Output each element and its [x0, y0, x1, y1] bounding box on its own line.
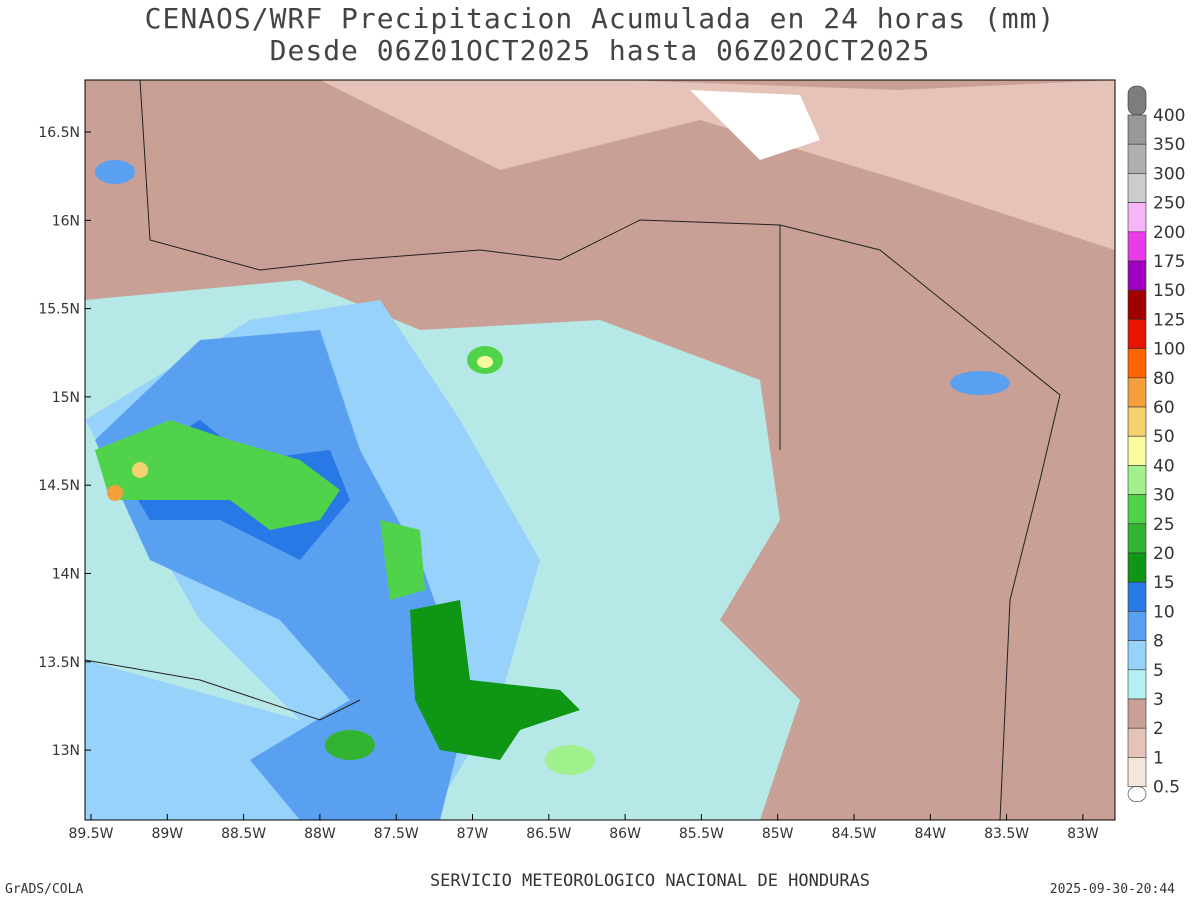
colorbar-segment: [1127, 786, 1147, 802]
colorbar-segment: [1127, 727, 1147, 758]
colorbar-segment: [1127, 173, 1147, 203]
colorbar-label: 3: [1153, 690, 1164, 710]
colorbar-label: 350: [1153, 135, 1185, 155]
x-tick-label: 83.5W: [984, 826, 1029, 842]
colorbar-segment: [1127, 260, 1147, 291]
colorbar-segment: [1127, 406, 1147, 437]
y-tick-label: 16.5N: [38, 125, 80, 141]
colorbar-label: 400: [1153, 106, 1185, 126]
colorbar-label: 200: [1153, 223, 1185, 243]
colorbar-label: 30: [1153, 486, 1175, 506]
colorbar-label: 300: [1153, 164, 1185, 184]
colorbar-label: 1: [1153, 748, 1164, 768]
colorbar-segment: [1127, 611, 1147, 641]
x-tick-label: 87W: [457, 826, 489, 842]
colorbar-label: 40: [1153, 456, 1175, 476]
x-tick-label: 84.5W: [831, 826, 876, 842]
colorbar-segment: [1127, 581, 1147, 612]
colorbar-segment: [1127, 348, 1147, 379]
x-tick-label: 85W: [762, 826, 794, 842]
colorbar-label: 25: [1153, 515, 1175, 535]
colorbar-segment: [1127, 757, 1147, 787]
footer-left: GrADS/COLA: [5, 882, 83, 897]
x-tick-label: 84W: [914, 826, 946, 842]
colorbar-segment: [1127, 640, 1147, 671]
y-tick-label: 13N: [52, 743, 80, 759]
title-line-2: Desde 06Z01OCT2025 hasta 06Z02OCT2025: [270, 34, 931, 67]
y-tick-label: 13.5N: [38, 655, 80, 671]
colorbar-segment: [1127, 552, 1147, 583]
colorbar-label: 175: [1153, 252, 1185, 272]
title-line-1: CENAOS/WRF Precipitacion Acumulada en 24…: [145, 2, 1056, 35]
colorbar-segment: [1127, 143, 1147, 174]
y-tick-label: 15N: [52, 390, 80, 406]
colorbar-segment: [1127, 523, 1147, 554]
colorbar-label: 150: [1153, 281, 1185, 301]
colorbar-label: 5: [1153, 661, 1164, 681]
colorbar-label: 8: [1153, 632, 1164, 652]
colorbar-label: 125: [1153, 310, 1185, 330]
y-tick-label: 15.5N: [38, 302, 80, 318]
colorbar-segment: [1127, 494, 1147, 525]
colorbar-segment: [1127, 114, 1147, 145]
colorbar-label: 2: [1153, 719, 1164, 739]
x-tick-label: 86.5W: [526, 826, 571, 842]
y-tick-label: 14.5N: [38, 478, 80, 494]
colorbar-segment: [1127, 319, 1147, 349]
x-tick-label: 88W: [304, 826, 336, 842]
x-tick-label: 85.5W: [679, 826, 724, 842]
colorbar-segment: [1127, 377, 1147, 408]
colorbar-label: 80: [1153, 369, 1175, 389]
x-tick-label: 89.5W: [68, 826, 113, 842]
colorbar-segment: [1127, 289, 1147, 320]
colorbar-segment: [1127, 698, 1147, 729]
colorbar-segment: [1127, 465, 1147, 495]
colorbar-segment: [1127, 85, 1147, 116]
colorbar-label: 60: [1153, 398, 1175, 418]
colorbar-label: 250: [1153, 194, 1185, 214]
colorbar-label: 20: [1153, 544, 1175, 564]
x-tick-label: 87.5W: [374, 826, 419, 842]
x-tick-label: 89W: [151, 826, 183, 842]
colorbar-label: 15: [1153, 573, 1175, 593]
colorbar-label: 50: [1153, 427, 1175, 447]
colorbar-segment: [1127, 435, 1147, 466]
colorbar-label: 10: [1153, 602, 1175, 622]
map-frame: [84, 79, 1116, 821]
x-tick-label: 88.5W: [221, 826, 266, 842]
colorbar-label: 100: [1153, 340, 1185, 360]
x-tick-label: 83W: [1067, 826, 1099, 842]
x-tick-label: 86W: [609, 826, 641, 842]
colorbar-label: 0.5: [1153, 778, 1180, 798]
y-tick-label: 14N: [52, 567, 80, 583]
y-tick-label: 16N: [52, 213, 80, 229]
colorbar-segment: [1127, 202, 1147, 233]
colorbar-segment: [1127, 231, 1147, 262]
footer-right: 2025-09-30-20:44: [1050, 882, 1175, 897]
precipitation-field: [85, 80, 1115, 820]
footer-center: SERVICIO METEOROLOGICO NACIONAL DE HONDU…: [430, 871, 870, 891]
colorbar-segment: [1127, 669, 1147, 700]
